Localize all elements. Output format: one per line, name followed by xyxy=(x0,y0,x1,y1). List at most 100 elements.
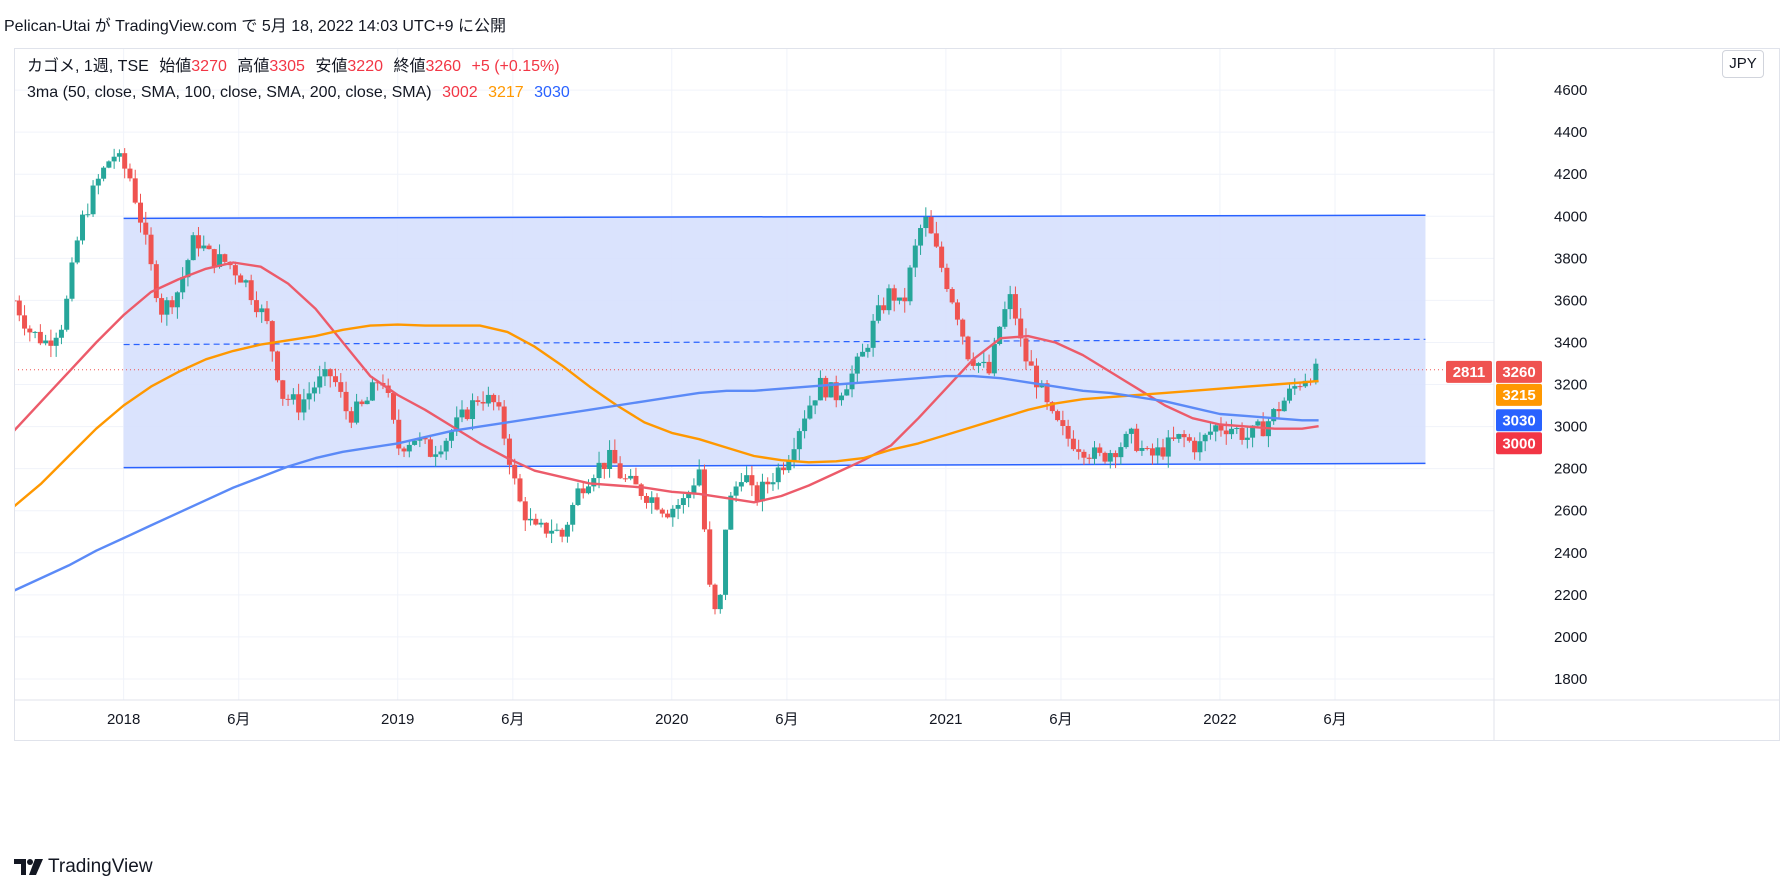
candle-body xyxy=(696,469,702,486)
legend-close-label: 終値 xyxy=(393,58,426,75)
candle-body xyxy=(1002,309,1008,327)
candle-body xyxy=(169,300,175,308)
candle-body xyxy=(1060,420,1066,426)
candle-body xyxy=(1018,318,1024,339)
candle-body xyxy=(596,462,602,479)
candle-body xyxy=(1012,294,1018,319)
candle-body xyxy=(275,351,281,381)
x-tick-label: 2019 xyxy=(381,711,414,728)
candle-body xyxy=(912,245,918,268)
candle-body xyxy=(1160,447,1166,457)
candle-body xyxy=(823,377,829,398)
candle-body xyxy=(786,461,792,471)
candle-body xyxy=(875,305,881,321)
candle-body xyxy=(812,400,818,406)
price-labels: 2811 3260 3215 3030 3000 xyxy=(1446,360,1542,455)
candle-body xyxy=(259,308,265,313)
y-tick-label: 2200 xyxy=(1554,587,1587,604)
candle-body xyxy=(1286,388,1292,401)
candle-body xyxy=(153,264,159,299)
candle-body xyxy=(232,265,238,276)
y-tick-label: 4200 xyxy=(1554,166,1587,183)
price-label-3030: 3030 xyxy=(1502,412,1535,429)
candle-body xyxy=(1097,447,1103,453)
candle-body xyxy=(765,481,771,485)
candle-body xyxy=(111,156,117,162)
candle-body xyxy=(1202,434,1208,442)
candle-body xyxy=(1107,453,1113,462)
y-tick-label: 4400 xyxy=(1554,124,1587,141)
candle-body xyxy=(311,387,317,394)
candle-body xyxy=(1134,428,1140,451)
candle-body xyxy=(896,297,902,301)
candle-body xyxy=(1049,402,1055,412)
candle-body xyxy=(1139,448,1145,451)
candle-body xyxy=(802,418,808,432)
x-tick-label: 2021 xyxy=(929,711,962,728)
candle-body xyxy=(717,594,723,610)
candle-body xyxy=(327,369,333,377)
x-tick-label: 6月 xyxy=(775,711,798,728)
y-tick-label: 2400 xyxy=(1554,545,1587,562)
candle-body xyxy=(781,467,787,471)
candle-body xyxy=(464,409,470,420)
candle-body xyxy=(512,464,518,479)
tradingview-brand[interactable]: TradingView xyxy=(14,856,153,878)
candle-body xyxy=(448,431,454,441)
candle-body xyxy=(1218,425,1224,431)
price-label-box xyxy=(1496,432,1542,455)
candle-body xyxy=(860,351,866,357)
candle-body xyxy=(965,336,971,360)
candle-body xyxy=(659,509,665,514)
currency-button[interactable]: JPY xyxy=(1722,50,1764,78)
y-tick-label: 3400 xyxy=(1554,334,1587,351)
price-label-2811: 2811 xyxy=(1453,364,1486,381)
candle-body xyxy=(1055,411,1061,421)
candle-body xyxy=(190,235,196,261)
candle-body xyxy=(58,329,64,338)
legend-symbol: カゴメ, 1週, TSE xyxy=(27,58,149,75)
candle-body xyxy=(390,392,396,420)
candle-body xyxy=(1276,409,1282,412)
candle-body xyxy=(127,168,133,179)
candle-body xyxy=(622,478,628,480)
candle-body xyxy=(918,228,924,246)
candle-body xyxy=(749,475,755,486)
x-tick-label: 6月 xyxy=(1049,711,1072,728)
candle-body xyxy=(1297,386,1303,388)
candle-body xyxy=(95,178,101,186)
candle-body xyxy=(116,153,122,157)
channel-upper-line xyxy=(123,214,1426,220)
candle-body xyxy=(854,356,860,374)
candle-body xyxy=(496,402,502,407)
candle-body xyxy=(406,444,412,452)
candle-body xyxy=(665,513,671,518)
candle-body xyxy=(348,411,354,423)
candle-body xyxy=(675,504,681,509)
candle-body xyxy=(369,382,375,401)
candle-body xyxy=(549,530,555,534)
candle-body xyxy=(612,449,618,464)
x-tick-label: 6月 xyxy=(501,711,524,728)
candle-body xyxy=(454,417,460,432)
candle-body xyxy=(264,308,270,322)
candle-body xyxy=(1113,453,1119,458)
candle-body xyxy=(1197,441,1203,453)
candle-body xyxy=(427,439,433,457)
candle-body xyxy=(1313,363,1319,383)
candle-body xyxy=(343,391,349,412)
candle-body xyxy=(707,529,713,585)
candle-body xyxy=(248,280,254,301)
candle-body xyxy=(1255,421,1261,426)
candle-body xyxy=(559,529,565,537)
candle-body xyxy=(280,380,286,399)
price-chart[interactable]: 4600 4400 4200 4000 3800 3600 3400 3200 3000 2800… xyxy=(14,48,1780,840)
candle-body xyxy=(122,153,128,169)
candle-body xyxy=(1229,428,1235,435)
channel-mid-line xyxy=(123,338,1426,346)
candle-body xyxy=(433,454,439,457)
legend-open-label: 始値 xyxy=(159,58,192,75)
legend-close: 3260 xyxy=(425,58,462,75)
candle-body xyxy=(591,478,597,487)
candle-body xyxy=(670,508,676,518)
